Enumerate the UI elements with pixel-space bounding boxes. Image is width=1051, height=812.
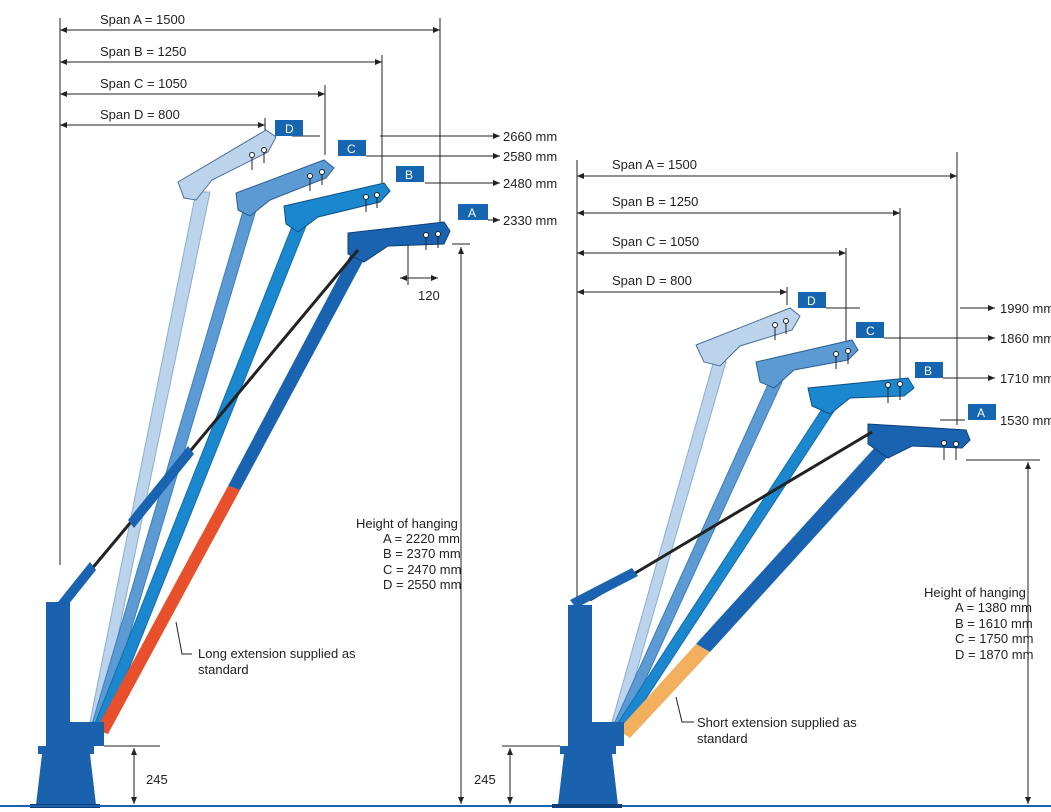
middle-base-height: 245 bbox=[474, 772, 496, 787]
left-base-height: 245 bbox=[146, 772, 168, 787]
left-span-b: Span B = 1250 bbox=[100, 44, 186, 59]
svg-text:C: C bbox=[866, 324, 875, 338]
right-tie-rod-anchor bbox=[570, 568, 638, 608]
left-tie-rod bbox=[68, 249, 360, 596]
right-crane: Span A = 1500 Span B = 1250 Span C = 105… bbox=[552, 152, 1051, 808]
right-tie-rod bbox=[589, 430, 873, 602]
right-base bbox=[552, 605, 624, 808]
svg-text:A: A bbox=[977, 406, 985, 420]
left-extension-note-1: Long extension supplied as bbox=[198, 646, 356, 661]
left-head-a bbox=[347, 221, 451, 263]
left-height-a: 2330 mm bbox=[503, 213, 557, 228]
left-height-leaders bbox=[292, 133, 500, 223]
left-hooks bbox=[249, 147, 441, 250]
right-extension-note-1: Short extension supplied as bbox=[697, 715, 857, 730]
right-height-a: 1530 mm bbox=[1000, 413, 1051, 428]
right-hanging-title: Height of hanging bbox=[924, 585, 1026, 600]
right-booms bbox=[611, 359, 892, 738]
right-boom-a-extension bbox=[618, 644, 710, 738]
right-head-a bbox=[867, 423, 971, 459]
left-boom-a-extension bbox=[96, 486, 240, 734]
left-tag-c: C bbox=[338, 140, 366, 156]
left-hanging-d: D = 2550 mm bbox=[383, 577, 461, 592]
left-span-c: Span C = 1050 bbox=[100, 76, 187, 91]
left-height-c: 2580 mm bbox=[503, 149, 557, 164]
left-hanging-title: Height of hanging bbox=[356, 516, 458, 531]
left-tie-rod-anchor bbox=[58, 562, 96, 610]
left-tag-a: A bbox=[458, 204, 488, 220]
left-height-d: 2660 mm bbox=[503, 129, 557, 144]
right-extension-note-2: standard bbox=[697, 731, 748, 746]
right-hanging-d: D = 1870 mm bbox=[955, 647, 1033, 662]
right-height-b: 1710 mm bbox=[1000, 371, 1051, 386]
right-height-d: 1990 mm bbox=[1000, 301, 1051, 316]
left-hook-offset: 120 bbox=[418, 288, 440, 303]
svg-text:B: B bbox=[405, 168, 413, 182]
svg-text:D: D bbox=[807, 294, 816, 308]
right-span-a: Span A = 1500 bbox=[612, 157, 697, 172]
right-hooks bbox=[772, 318, 959, 460]
right-span-d: Span D = 800 bbox=[612, 273, 692, 288]
left-height-b: 2480 mm bbox=[503, 176, 557, 191]
left-tag-d: D bbox=[275, 120, 303, 136]
left-hanging-c: C = 2470 mm bbox=[383, 562, 461, 577]
left-hanging-b: B = 2370 mm bbox=[383, 546, 461, 561]
right-boom-a-upper bbox=[696, 444, 892, 652]
svg-text:D: D bbox=[285, 122, 294, 136]
left-crane: Span A = 1500 Span B = 1250 Span C = 105… bbox=[30, 12, 557, 808]
left-span-lines bbox=[59, 18, 441, 565]
svg-text:B: B bbox=[924, 364, 932, 378]
right-hanging-c: C = 1750 mm bbox=[955, 631, 1033, 646]
left-base bbox=[30, 602, 104, 808]
right-head-c bbox=[755, 339, 859, 389]
right-span-b: Span B = 1250 bbox=[612, 194, 698, 209]
svg-text:A: A bbox=[468, 206, 476, 220]
right-span-lines bbox=[576, 152, 958, 608]
left-span-a: Span A = 1500 bbox=[100, 12, 185, 27]
left-extension-note-2: standard bbox=[198, 662, 249, 677]
left-boom-a-upper bbox=[228, 248, 368, 490]
left-tag-b: B bbox=[396, 166, 424, 182]
svg-text:C: C bbox=[347, 142, 356, 156]
right-tag-b: B bbox=[915, 362, 943, 378]
right-span-c: Span C = 1050 bbox=[612, 234, 699, 249]
right-tag-d: D bbox=[798, 292, 826, 308]
left-span-d: Span D = 800 bbox=[100, 107, 180, 122]
left-tie-rod-plate bbox=[128, 446, 194, 528]
left-head-b bbox=[283, 182, 391, 233]
right-height-c: 1860 mm bbox=[1000, 331, 1051, 346]
right-hanging-b: B = 1610 mm bbox=[955, 616, 1033, 631]
right-height-leaders bbox=[826, 305, 995, 421]
right-tag-a: A bbox=[968, 404, 996, 420]
left-head-d bbox=[177, 129, 277, 201]
right-tag-c: C bbox=[856, 322, 884, 338]
right-hanging-a: A = 1380 mm bbox=[955, 600, 1032, 615]
left-hanging-a: A = 2220 mm bbox=[383, 531, 460, 546]
